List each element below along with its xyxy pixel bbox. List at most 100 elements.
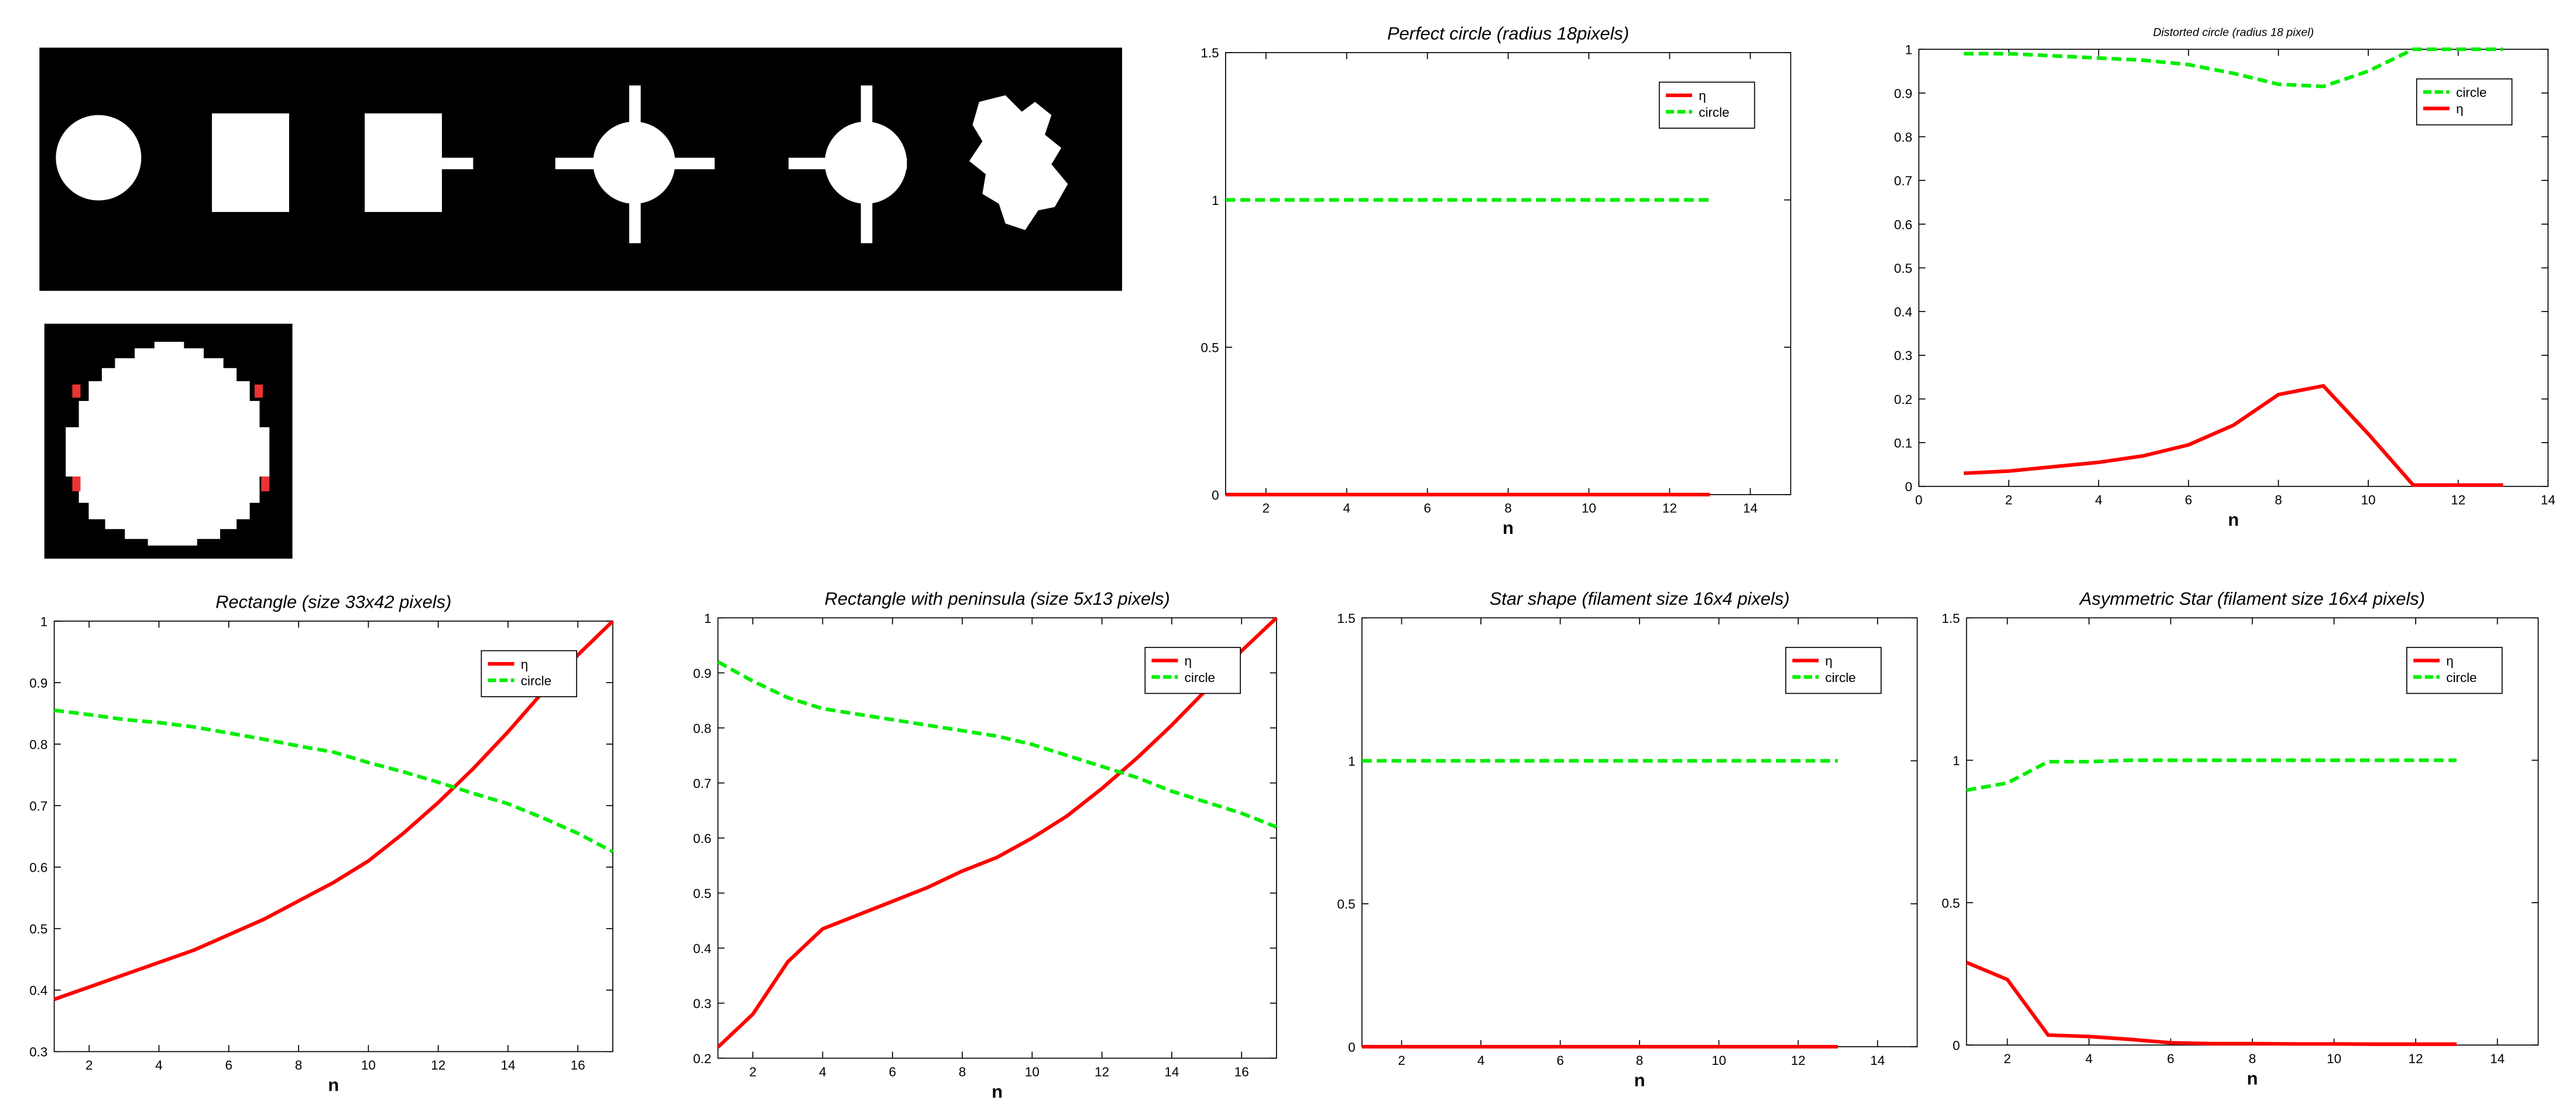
x-tick-label: 12 <box>1095 1064 1109 1079</box>
shape-strip <box>39 47 1123 291</box>
chart-title: Rectangle with peninsula (size 5x13 pixe… <box>825 588 1170 609</box>
x-tick-label: 4 <box>819 1064 826 1079</box>
x-tick-label: 8 <box>1504 501 1511 516</box>
x-tick-label: 4 <box>2086 1051 2093 1066</box>
y-tick-label: 0.9 <box>29 676 47 690</box>
x-tick-label: 6 <box>2167 1051 2174 1066</box>
chart-title: Rectangle (size 33x42 pixels) <box>215 592 451 612</box>
x-tick-label: 8 <box>959 1064 966 1079</box>
legend: η circle <box>1658 81 1755 129</box>
series-line <box>1966 961 2457 1046</box>
legend-label: η <box>521 657 528 671</box>
legend-box <box>2416 78 2513 126</box>
y-tick-label: 0.4 <box>29 984 47 998</box>
y-tick-label: 0.8 <box>693 721 711 736</box>
x-tick-label: 14 <box>1743 501 1758 516</box>
series-line <box>1963 383 2503 487</box>
y-tick-label: 0.7 <box>1894 174 1912 189</box>
x-tick-label: 12 <box>2451 493 2465 508</box>
x-tick-label: 14 <box>501 1058 516 1073</box>
x-tick-label: 8 <box>2275 493 2282 508</box>
chart-title: Asymmetric Star (filament size 16x4 pixe… <box>2078 588 2425 609</box>
x-axis-label: n <box>1503 518 1514 538</box>
legend-label: η <box>2456 102 2463 117</box>
x-tick-label: 10 <box>1711 1053 1726 1068</box>
y-tick-label: 0.8 <box>29 737 47 752</box>
x-tick-label: 2 <box>1263 501 1270 516</box>
x-tick-label: 2 <box>85 1058 92 1073</box>
chart: 0 0.5 1 1.5 2 4 6 8 10 12 14 Asymmetric Star (filam… <box>1942 588 2539 1088</box>
x-axis-label: n <box>1634 1070 1645 1090</box>
legend-label: η <box>1699 88 1706 103</box>
legend-label: circle <box>521 673 551 688</box>
x-tick-label: 6 <box>2185 493 2192 508</box>
legend-box <box>1144 647 1241 694</box>
y-tick-label: 0 <box>1212 488 1219 502</box>
x-tick-label: 6 <box>1424 501 1431 516</box>
y-tick-label: 0.3 <box>693 996 711 1011</box>
y-tick-label: 0.1 <box>1894 436 1912 451</box>
y-tick-label: 0.3 <box>1894 348 1912 363</box>
y-tick-label: 1 <box>1212 193 1219 208</box>
chart-title: Star shape (filament size 16x4 pixels) <box>1490 588 1790 609</box>
chart: 0.20.30.40.50.60.70.80.912 4 6 8 10 12 14 16Rec… <box>693 588 1278 1102</box>
y-tick-label: 0 <box>1953 1039 1960 1053</box>
y-tick-label: 0 <box>1348 1040 1355 1054</box>
x-axis-label: n <box>328 1075 339 1095</box>
legend: circle η <box>2416 78 2513 126</box>
x-tick-label: 2 <box>2004 1051 2011 1066</box>
legend-label: η <box>1185 654 1192 669</box>
series-line <box>1966 758 2457 792</box>
y-tick-label: 1.5 <box>1200 46 1219 60</box>
legend-label: circle <box>2456 85 2486 100</box>
legend-label: circle <box>1699 105 1729 119</box>
x-tick-label: 14 <box>2541 493 2556 508</box>
y-tick-label: 0.9 <box>693 666 711 681</box>
x-tick-label: 6 <box>225 1058 232 1073</box>
series-line <box>716 616 1278 1049</box>
y-tick-label: 0.5 <box>1337 897 1355 912</box>
x-tick-label: 10 <box>2327 1051 2341 1066</box>
x-tick-label: 8 <box>295 1058 302 1073</box>
x-tick-label: 12 <box>1791 1053 1806 1068</box>
y-tick-label: 1 <box>40 614 47 629</box>
chart: 0.30.40.50.60.70.80.912 4 6 8 10 12 14 16Rectan… <box>29 592 615 1095</box>
y-tick-label: 0.9 <box>1894 86 1912 101</box>
x-tick-label: 10 <box>1025 1064 1040 1079</box>
legend-box <box>1658 81 1755 129</box>
x-tick-label: 2 <box>2005 493 2012 508</box>
x-tick-label: 14 <box>1164 1064 1179 1079</box>
legend-box <box>1785 647 1882 694</box>
y-tick-label: 1 <box>1905 43 1912 57</box>
series-line <box>1964 47 2503 88</box>
y-tick-label: 0.5 <box>693 886 711 901</box>
y-tick-label: 0.5 <box>29 922 47 937</box>
y-tick-label: 0 <box>1905 479 1912 494</box>
chart-title: Distorted circle (radius 18 pixel) <box>2153 26 2314 39</box>
y-tick-label: 0.4 <box>693 941 711 956</box>
y-tick-label: 0.5 <box>1200 341 1219 355</box>
y-tick-label: 0.6 <box>1894 217 1912 232</box>
legend-label: η <box>2446 654 2453 669</box>
legend-label: circle <box>2446 670 2476 685</box>
legend-label: circle <box>1185 670 1215 685</box>
y-tick-label: 0.5 <box>1942 896 1960 910</box>
legend-box <box>481 650 578 697</box>
chart: 00.10.20.30.40.50.60.70.80.910 2 4 6 8 10 12 14… <box>1894 26 2556 530</box>
pixel-circle <box>44 323 293 559</box>
y-tick-label: 0.4 <box>1894 305 1912 320</box>
chart: 0 0.5 1 1.5 2 4 6 8 10 12 14 Perfect circle (radius… <box>1200 23 1792 538</box>
series-line <box>53 619 615 1001</box>
y-tick-label: 0.7 <box>29 799 47 814</box>
series-line <box>54 708 614 854</box>
x-tick-label: 4 <box>155 1058 162 1073</box>
y-tick-label: 0.8 <box>1894 130 1912 145</box>
x-tick-label: 10 <box>361 1058 376 1073</box>
x-tick-label: 0 <box>1915 493 1922 508</box>
x-tick-label: 2 <box>749 1064 756 1079</box>
y-tick-label: 0.3 <box>29 1045 47 1060</box>
x-tick-label: 14 <box>1870 1053 1885 1068</box>
